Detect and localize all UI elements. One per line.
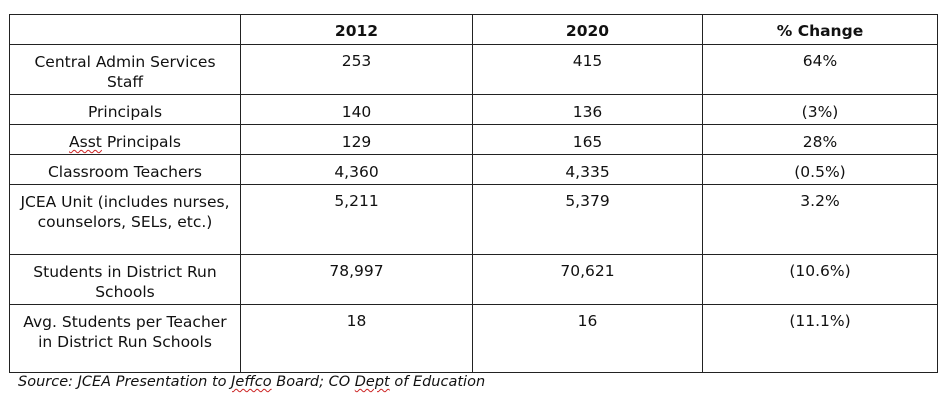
cell-change: (10.6%) <box>702 254 938 305</box>
cell-2020: 136 <box>472 94 703 125</box>
cell-change: (0.5%) <box>702 154 938 185</box>
cell-2012: 18 <box>240 304 473 373</box>
cell-2020: 5,379 <box>472 184 703 255</box>
row-label: Principals <box>9 94 241 125</box>
table-row: Classroom Teachers 4,360 4,335 (0.5%) <box>9 154 938 185</box>
cell-2020: 16 <box>472 304 703 373</box>
data-table: 2012 2020 % Change Central Admin Service… <box>9 14 938 373</box>
cell-2020: 165 <box>472 124 703 155</box>
cell-2020: 70,621 <box>472 254 703 305</box>
table-row: Students in District Run Schools 78,997 … <box>9 254 938 305</box>
header-label-column <box>9 14 241 45</box>
header-2020: 2020 <box>472 14 703 45</box>
row-label: Central Admin Services Staff <box>9 44 241 95</box>
source-note: Source: JCEA Presentation to Jeffco Boar… <box>18 373 485 391</box>
header-2012: 2012 <box>240 14 473 45</box>
row-label: Students in District Run Schools <box>9 254 241 305</box>
source-suffix: of Education <box>389 374 486 390</box>
cell-change: 64% <box>702 44 938 95</box>
cell-2012: 253 <box>240 44 473 95</box>
row-label-rest: Principals <box>101 133 181 151</box>
table-row: JCEA Unit (includes nurses, counselors, … <box>9 184 938 255</box>
cell-2012: 129 <box>240 124 473 155</box>
cell-2012: 140 <box>240 94 473 125</box>
source-prefix: Source: JCEA Presentation to <box>18 374 232 390</box>
cell-2012: 4,360 <box>240 154 473 185</box>
cell-2012: 5,211 <box>240 184 473 255</box>
row-label: Avg. Students per Teacher in District Ru… <box>9 304 241 373</box>
source-middle: Board; CO <box>271 374 355 390</box>
cell-2012: 78,997 <box>240 254 473 305</box>
spellcheck-word: Dept <box>354 374 390 390</box>
row-label: Asst Principals <box>9 124 241 155</box>
spellcheck-word: Jeffco <box>231 374 272 390</box>
table-row: Asst Principals 129 165 28% <box>9 124 938 155</box>
row-label: Classroom Teachers <box>9 154 241 185</box>
spellcheck-word: Asst <box>69 133 102 151</box>
table-header-row: 2012 2020 % Change <box>9 14 938 45</box>
table-row: Central Admin Services Staff 253 415 64% <box>9 44 938 95</box>
cell-change: (11.1%) <box>702 304 938 373</box>
header-percent-change: % Change <box>702 14 938 45</box>
cell-change: (3%) <box>702 94 938 125</box>
table-row: Avg. Students per Teacher in District Ru… <box>9 304 938 373</box>
cell-change: 28% <box>702 124 938 155</box>
cell-change: 3.2% <box>702 184 938 255</box>
cell-2020: 4,335 <box>472 154 703 185</box>
row-label: JCEA Unit (includes nurses, counselors, … <box>9 184 241 255</box>
cell-2020: 415 <box>472 44 703 95</box>
table-row: Principals 140 136 (3%) <box>9 94 938 125</box>
